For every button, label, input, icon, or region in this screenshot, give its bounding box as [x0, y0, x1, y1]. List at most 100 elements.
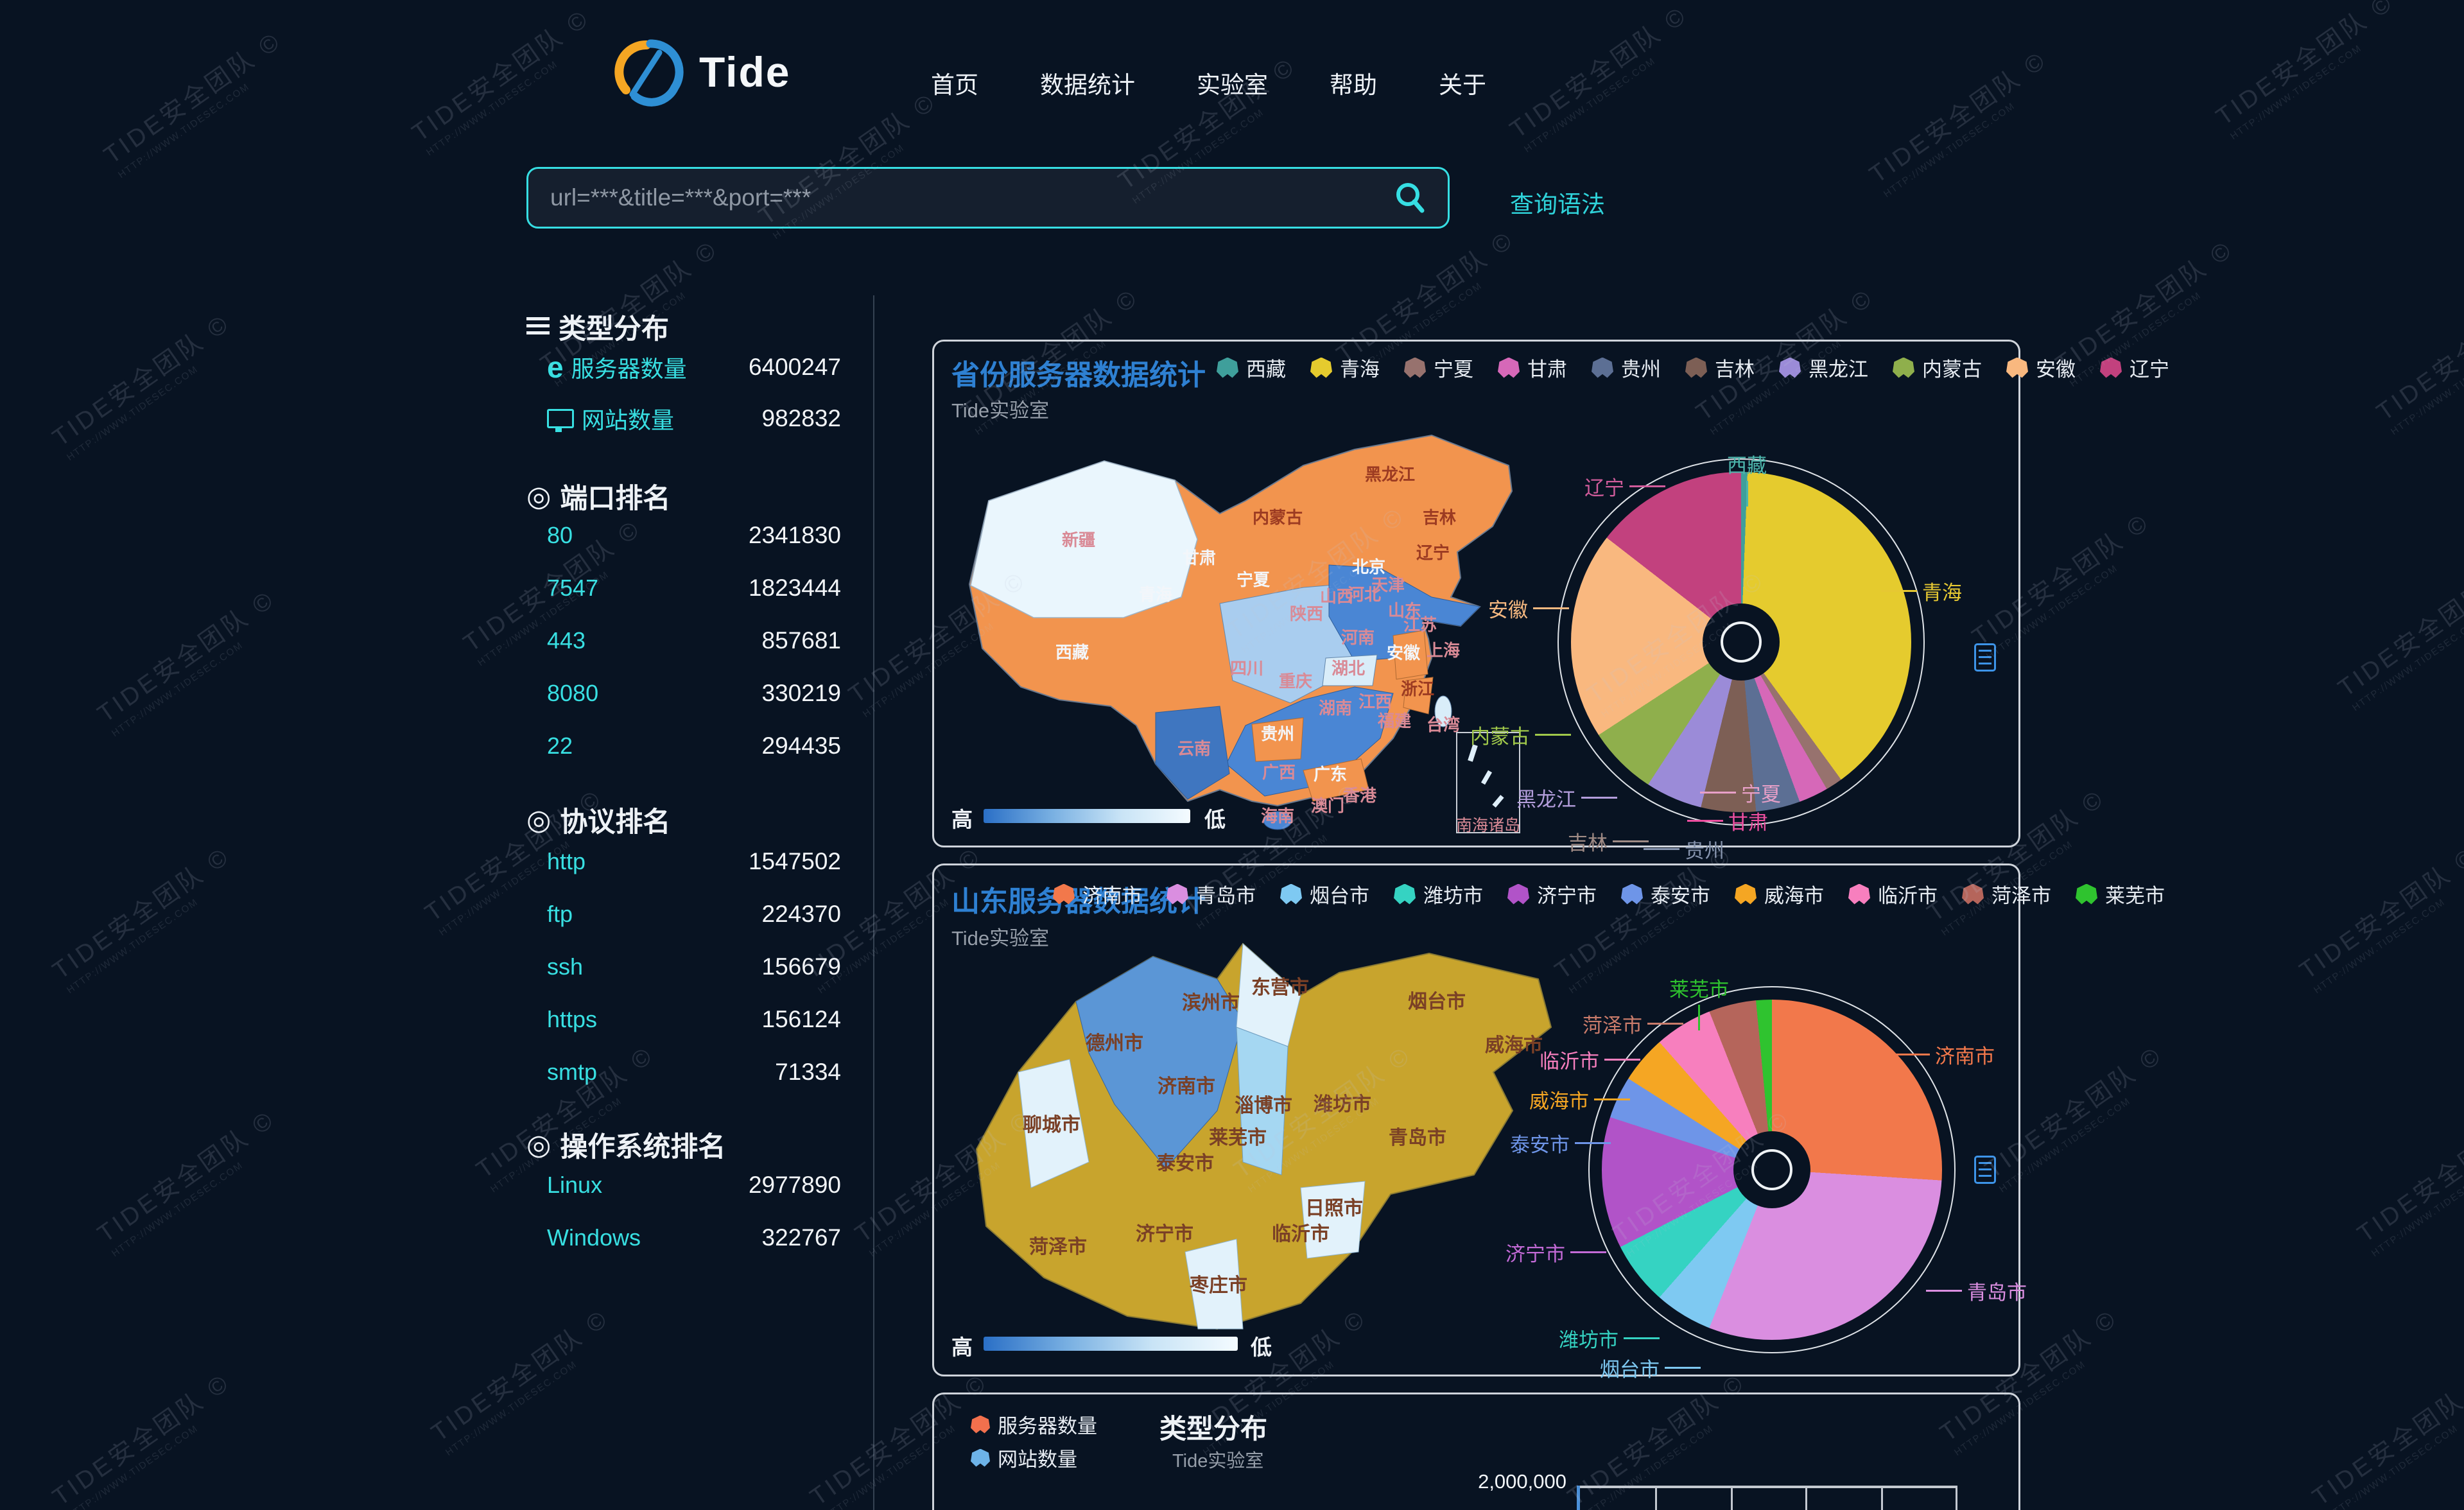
legend-item-威海市[interactable]: 威海市: [1735, 880, 1824, 908]
legend-label: 服务器数量: [998, 1415, 1097, 1437]
legend-swatch-icon: [1394, 883, 1416, 905]
panel1-subtitle: Tide实验室: [951, 399, 1050, 422]
visualmap2-gradient[interactable]: [984, 1337, 1238, 1351]
search-bar[interactable]: [526, 167, 1450, 229]
map-label-上海: 上海: [1427, 641, 1460, 660]
sidebar-stat-label[interactable]: ssh: [547, 953, 583, 980]
sidebar-stat-label[interactable]: Windows: [547, 1224, 641, 1251]
province-pie-outer-ring: [1557, 458, 1925, 826]
sidebar-stat-label-text: smtp: [547, 1059, 598, 1085]
sidebar-stat-label[interactable]: 80: [547, 522, 573, 549]
legend-item-甘肃[interactable]: 甘肃: [1498, 353, 1567, 382]
sidebar-stat-row: e 服务器数量 6400247: [547, 352, 841, 383]
province-pie-hole-ring: [1721, 621, 1762, 663]
map-region-northwest-blue[interactable]: [1075, 956, 1244, 1169]
map-region-zaozhuang[interactable]: [1184, 1238, 1244, 1330]
tide-logo: Tide: [613, 33, 790, 110]
panel3-legend-item-1[interactable]: 网站数量: [971, 1443, 1077, 1472]
legend-item-莱芜市[interactable]: 莱芜市: [2076, 880, 2165, 908]
pie-label-吉林: 吉林: [1568, 827, 1649, 856]
legend-item-内蒙古[interactable]: 内蒙古: [1893, 353, 1982, 382]
legend-item-济宁市[interactable]: 济宁市: [1507, 880, 1597, 908]
sidebar-stat-label[interactable]: e 服务器数量: [547, 351, 687, 384]
pie-label-泰安市: 泰安市: [1510, 1129, 1611, 1158]
map-label-滨州市: 滨州市: [1182, 992, 1240, 1014]
sidebar-stat-label[interactable]: 443: [547, 627, 586, 654]
watermark-text: TIDE安全团队 ©: [2295, 842, 2464, 985]
data-view-icon[interactable]: [1974, 643, 1996, 672]
watermark-text: TIDE安全团队 ©: [1864, 46, 2052, 189]
legend-item-吉林[interactable]: 吉林: [1685, 353, 1755, 382]
map-region-xinjiang[interactable]: [970, 460, 1198, 618]
map-region-zibo[interactable]: [1236, 1027, 1288, 1176]
map-region-taiwan[interactable]: [1434, 695, 1452, 727]
search-icon[interactable]: [1393, 180, 1428, 216]
map-region-liaocheng[interactable]: [1018, 1059, 1089, 1188]
sidebar-stat-label[interactable]: 22: [547, 733, 573, 759]
map-region-rizhao[interactable]: [1300, 1181, 1366, 1259]
data-view-icon[interactable]: [1974, 1156, 1996, 1184]
legend-item-潍坊市[interactable]: 潍坊市: [1394, 880, 1483, 908]
map-region-guizhou[interactable]: [1251, 717, 1304, 762]
visualmap1-gradient[interactable]: [984, 809, 1190, 823]
south-sea-inset-box: [1456, 732, 1520, 833]
map-region-guangdong[interactable]: [1303, 758, 1369, 802]
sidebar-stat-label[interactable]: 8080: [547, 680, 598, 707]
pie-label-text: 威海市: [1529, 1090, 1589, 1113]
watermark-subtext: HTTP://WWW.TIDESEC.COM: [2312, 896, 2448, 996]
sidebar-stat-label[interactable]: smtp: [547, 1059, 597, 1086]
bullseye-icon: ◎: [526, 804, 551, 836]
legend-item-辽宁[interactable]: 辽宁: [2100, 353, 2169, 382]
sidebar-stat-label[interactable]: ftp: [547, 901, 573, 928]
pie-label-青海: 青海: [1881, 577, 1962, 605]
map-region-yunnan[interactable]: [1155, 706, 1230, 800]
pie-label-text: 莱芜市: [1669, 978, 1729, 1001]
map-region-zhejiang[interactable]: [1403, 677, 1434, 715]
legend-label: 潍坊市: [1423, 885, 1483, 907]
legend-label: 西藏: [1246, 358, 1286, 381]
legend-item-西藏[interactable]: 西藏: [1217, 353, 1286, 382]
legend-item-贵州[interactable]: 贵州: [1592, 353, 1661, 382]
search-input[interactable]: [528, 184, 1393, 211]
sidebar-stat-label[interactable]: 7547: [547, 575, 598, 602]
query-syntax-link[interactable]: 查询语法: [1510, 191, 1605, 218]
sidebar-stat-label[interactable]: 网站数量: [547, 402, 674, 435]
nav-item-1[interactable]: 数据统计: [1040, 72, 1135, 98]
nav-item-4[interactable]: 关于: [1439, 72, 1486, 98]
legend-item-黑龙江[interactable]: 黑龙江: [1779, 353, 1868, 382]
legend-item-泰安市[interactable]: 泰安市: [1621, 880, 1710, 908]
legend-item-青岛市[interactable]: 青岛市: [1167, 880, 1256, 908]
bullseye-icon: ◎: [526, 1129, 551, 1161]
nav-item-0[interactable]: 首页: [931, 72, 978, 98]
map-region-anhui[interactable]: [1393, 630, 1428, 680]
map-label-湖北: 湖北: [1332, 659, 1365, 678]
legend-item-菏泽市[interactable]: 菏泽市: [1962, 880, 2051, 908]
pie-label-line: [1575, 1142, 1611, 1144]
map-region-hubei[interactable]: [1322, 654, 1378, 686]
pie-label-text: 甘肃: [1728, 811, 1768, 834]
sidebar-stat-label[interactable]: http: [547, 848, 586, 875]
nav-item-2[interactable]: 实验室: [1197, 72, 1268, 98]
watermark: TIDE安全团队 ©HTTP://WWW.TIDESEC.COM: [2348, 1100, 2464, 1259]
nav-item-3[interactable]: 帮助: [1330, 72, 1377, 98]
watermark-subtext: HTTP://WWW.TIDESEC.COM: [116, 81, 252, 181]
pie-label-line: [1594, 1098, 1630, 1100]
legend-item-宁夏[interactable]: 宁夏: [1404, 353, 1473, 382]
sidebar-section-title: ◎ 端口排名: [526, 476, 670, 516]
legend-item-济南市[interactable]: 济南市: [1053, 880, 1142, 908]
map-region-hainan[interactable]: [1263, 811, 1292, 830]
shandong-pie-hole-ring: [1751, 1149, 1792, 1190]
legend-item-烟台市[interactable]: 烟台市: [1280, 880, 1369, 908]
sidebar-stat-row: 22 294435: [547, 731, 841, 761]
legend-item-临沂市[interactable]: 临沂市: [1848, 880, 1938, 908]
panel2-legend: 济南市 青岛市 烟台市 潍坊市 济宁市 泰安市 威海市 临沂市 菏泽市 莱芜市: [1053, 880, 2165, 908]
legend-item-青海[interactable]: 青海: [1310, 353, 1380, 382]
sidebar-stat-label[interactable]: https: [547, 1006, 597, 1033]
legend-item-安徽[interactable]: 安徽: [2006, 353, 2076, 382]
map-region-east-blue[interactable]: [1328, 564, 1481, 662]
watermark-subtext: HTTP://WWW.TIDESEC.COM: [110, 639, 246, 740]
panel3-legend-item-0[interactable]: 服务器数量: [971, 1410, 1097, 1439]
map-label-青海: 青海: [1139, 585, 1172, 604]
legend-label: 甘肃: [1527, 358, 1567, 381]
sidebar-stat-label[interactable]: Linux: [547, 1172, 602, 1199]
